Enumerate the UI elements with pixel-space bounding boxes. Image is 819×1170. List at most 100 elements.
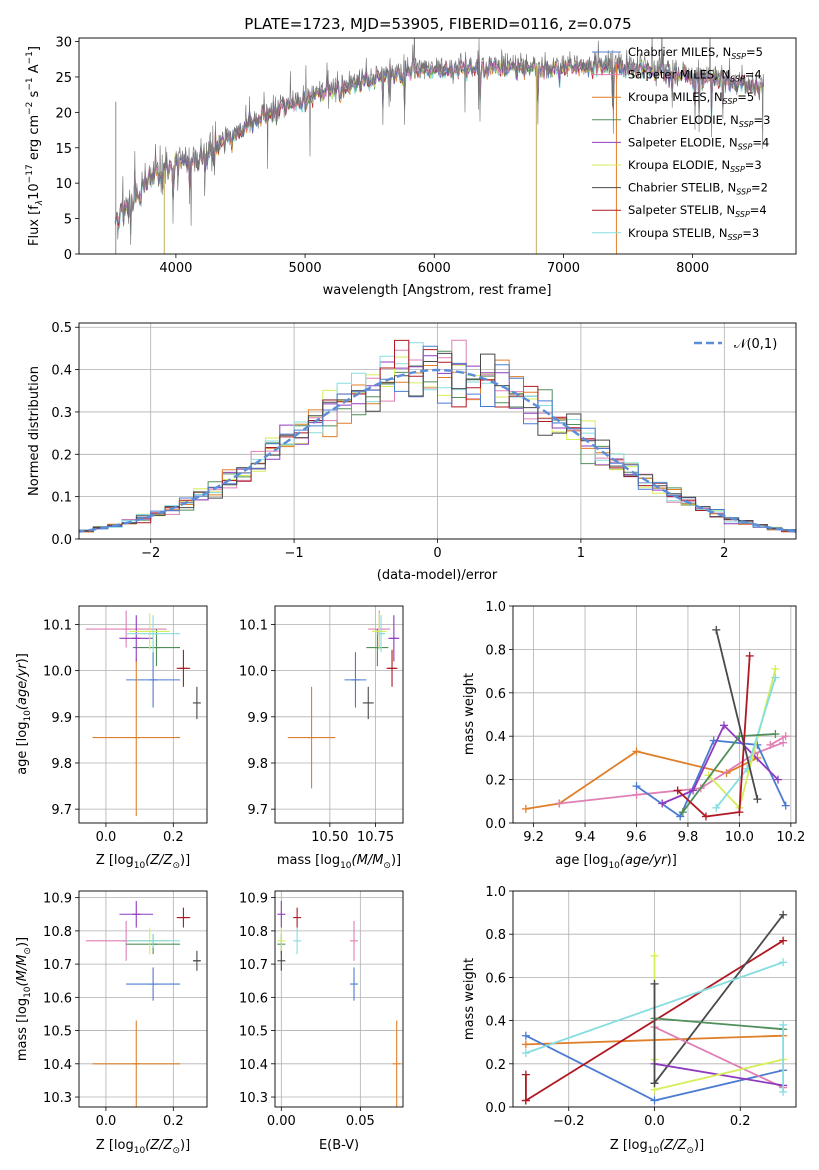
y-axis-label: Flux [fλ10−17 erg cm−2 s−1 A−1] xyxy=(25,46,45,246)
x-tick-label: 2 xyxy=(720,546,728,561)
subscript: SSP xyxy=(728,233,743,242)
y-tick-label: 0.2 xyxy=(485,1058,506,1073)
y-tick-label: 10.0 xyxy=(43,665,72,680)
y-tick-label: 15 xyxy=(55,142,72,157)
y-tick-label: 10.9 xyxy=(43,892,72,907)
legend-nssp: =4 xyxy=(745,68,762,82)
x-axis-label: Z [log10(Z/Z⊙)] xyxy=(96,1138,190,1156)
x-tick-label: 10.2 xyxy=(776,830,805,845)
x-tick-label: 9.4 xyxy=(575,830,596,845)
y-axis-label: mass weight xyxy=(462,673,477,755)
x-tick-label: 1 xyxy=(577,546,585,561)
residual-histogram-panel: −2 −1 0 1 2 0.0 0.1 0.2 0.3 0.4 0.5 𝒩(0,1) (data-mod… xyxy=(27,321,797,583)
y-tick-label: 0.4 xyxy=(51,364,72,379)
series-line-krou_stelib xyxy=(715,677,777,809)
subscript: SSP xyxy=(739,120,754,129)
axes-frame xyxy=(512,890,797,1108)
y-tick-label: 30 xyxy=(55,36,72,51)
legend-label: Salpeter STELIB, N xyxy=(628,203,735,217)
series-line-salp_miles xyxy=(769,735,787,746)
age-vs-metallicity-panel: 0.0 0.29.79.89.910.010.1Z [log10(Z/Z⊙)]ag… xyxy=(15,605,208,871)
y-tick-label: 10.1 xyxy=(43,618,72,633)
y-axis-label-text: mass [log xyxy=(15,998,30,1061)
superscript: −17 xyxy=(25,164,35,183)
math: (Z/Z xyxy=(145,853,173,868)
y-tick-label: 0.0 xyxy=(485,817,506,832)
series-lines xyxy=(521,625,790,821)
y-tick-label: 9.8 xyxy=(247,757,268,772)
legend-label: Chabrier ELODIE, N xyxy=(628,113,739,127)
axes-frame xyxy=(274,605,404,824)
axes-frame xyxy=(78,605,208,824)
series-line-chab_elodie xyxy=(654,1017,784,1031)
legend-label: Chabrier STELIB, N xyxy=(628,181,736,195)
x-tick-label: 0.2 xyxy=(163,830,184,845)
legend-entry-chab_miles: Chabrier MILES, NSSP=5 xyxy=(628,45,763,61)
y-axis-label-text: age [log xyxy=(15,722,30,775)
x-tick-label: 4000 xyxy=(159,261,192,276)
y-axis-label-text: Flux [f xyxy=(27,205,42,246)
histogram-steps xyxy=(79,339,796,534)
y-tick-label: 10.8 xyxy=(43,925,72,940)
y-tick-label: 1.0 xyxy=(485,885,506,900)
x-axis-label-text: Z [log xyxy=(610,1138,648,1153)
math: (age/yr xyxy=(15,662,30,710)
x-tick-label: −2 xyxy=(141,546,160,561)
math: )] xyxy=(180,1138,190,1153)
x-tick-label: 8000 xyxy=(676,261,709,276)
y-tick-label: 0.1 xyxy=(51,491,72,506)
spectrum-panel: 4000 5000 6000 7000 8000 0 5 10 15 20 25 30 waveleng… xyxy=(25,36,797,298)
y-tick-label: 10.3 xyxy=(239,1091,268,1106)
x-axis-label: E(B-V) xyxy=(319,1138,359,1153)
x-axis-label: mass [log10(M/M⊙)] xyxy=(277,853,401,871)
series-line-krou_elodie xyxy=(654,1058,784,1091)
y-tick-label: 9.7 xyxy=(247,803,268,818)
legend-nssp: =4 xyxy=(752,135,769,149)
massweight-vs-age-panel: 9.2 9.4 9.6 9.8 10.0 10.2 0.0 0.2 0.4 0.6 0.8 1.0 ag… xyxy=(462,600,805,871)
legend-label: Chabrier MILES, N xyxy=(628,45,731,59)
x-axis-label: (data-model)/error xyxy=(377,568,498,583)
legend-label-normal: 𝒩(0,1) xyxy=(734,337,777,352)
y-tick-label: 0.6 xyxy=(485,687,506,702)
y-axis-label-text: A xyxy=(27,64,42,77)
subscript: SSP xyxy=(730,165,745,174)
legend-entry-krou_miles: Kroupa MILES, NSSP=5 xyxy=(628,90,754,106)
x-tick-label: 7000 xyxy=(547,261,580,276)
legend-label: Salpeter MILES, N xyxy=(628,68,730,82)
math: )] xyxy=(391,853,401,868)
math: 10 xyxy=(27,183,42,200)
x-tick-label: 0.2 xyxy=(730,1114,751,1129)
legend-label: Salpeter ELODIE, N xyxy=(628,135,738,149)
subscript: ⊙ xyxy=(23,947,33,955)
y-tick-label: 0.4 xyxy=(485,730,506,745)
superscript: −1 xyxy=(25,77,35,90)
subscript: SSP xyxy=(735,210,750,219)
x-tick-label: 6000 xyxy=(418,261,451,276)
math: (age/yr xyxy=(620,853,668,868)
subscript: ⊙ xyxy=(172,1146,180,1156)
subscript: 10 xyxy=(134,1146,146,1156)
massweight-vs-metallicity-panel: −0.2 0.0 0.2 0.0 0.2 0.4 0.6 0.8 1.0 Z [log10(Z/Z… xyxy=(462,885,797,1156)
x-axis-label: wavelength [Angstrom, rest frame] xyxy=(323,283,552,298)
x-tick-label: 0.0 xyxy=(96,830,117,845)
legend-entry-krou_elodie: Kroupa ELODIE, NSSP=3 xyxy=(628,158,762,174)
x-tick-label: 0.0 xyxy=(644,1114,665,1129)
x-axis-label-text: mass [log xyxy=(277,853,340,868)
y-axis-label-text: erg cm xyxy=(27,115,42,164)
subscript: SSP xyxy=(731,52,746,61)
subscript: 10 xyxy=(23,710,33,722)
x-tick-label: 9.8 xyxy=(678,830,699,845)
errorbar-points xyxy=(85,610,201,817)
hist-step-chab_stelib xyxy=(79,352,796,533)
errorbar-points xyxy=(277,900,401,1107)
x-axis-label: age [log10(age/yr)] xyxy=(555,853,677,871)
x-axis-label: Z [log10(Z/Z⊙)] xyxy=(96,853,190,871)
subscript: SSP xyxy=(738,142,753,151)
y-tick-label: 10.7 xyxy=(43,958,72,973)
y-axis-label: mass [log10(M/M⊙)] xyxy=(15,937,33,1061)
mass-vs-ebv-panel: 0.00 0.05 10.3 10.4 10.5 10.6 10.7 10.8 10.9 E(B-… xyxy=(239,890,404,1153)
y-tick-label: 0.3 xyxy=(51,406,72,421)
x-axis-label: Z [log10(Z/Z⊙)] xyxy=(610,1138,704,1156)
series-line-chab_stelib xyxy=(653,914,784,1084)
